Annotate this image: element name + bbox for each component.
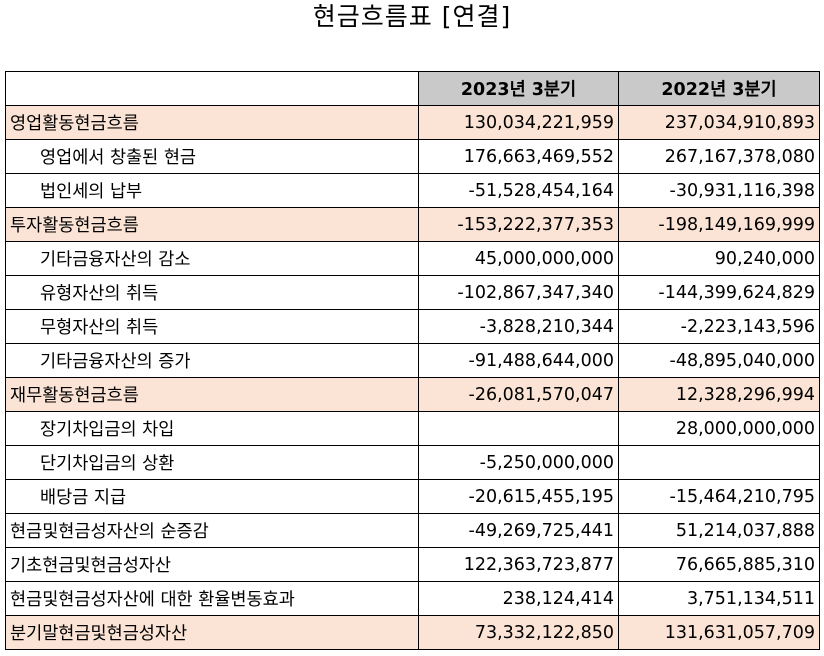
table-row: 유형자산의 취득 -102,867,347,340 -144,399,624,829	[5, 275, 820, 310]
table-row: 단기차입금의 상환 -5,250,000,000	[5, 445, 820, 480]
value-2023-q3: 122,363,723,877	[418, 547, 619, 582]
table-row: 배당금 지급 -20,615,455,195 -15,464,210,795	[5, 479, 820, 514]
value-2022-q3: 28,000,000,000	[618, 411, 820, 446]
value-2022-q3: -48,895,040,000	[618, 343, 820, 378]
table-header-row: 2023년 3분기 2022년 3분기	[5, 71, 820, 106]
value-2022-q3: 90,240,000	[618, 241, 820, 276]
value-2023-q3	[418, 411, 619, 446]
value-2023-q3: -26,081,570,047	[418, 377, 619, 412]
table-row: 현금및현금성자산의 순증감 -49,269,725,441 51,214,037,8…	[5, 513, 820, 548]
value-2023-q3: -3,828,210,344	[418, 309, 619, 344]
value-2022-q3: -198,149,169,999	[618, 207, 820, 242]
table-row: 기타금융자산의 감소 45,000,000,000 90,240,000	[5, 241, 820, 276]
value-2023-q3: 73,332,122,850	[418, 615, 619, 650]
row-label: 투자활동현금흐름	[5, 207, 419, 242]
table-row: 분기말현금및현금성자산 73,332,122,850 131,631,057,709	[5, 615, 820, 650]
row-label: 기타금융자산의 감소	[5, 241, 419, 276]
row-label: 유형자산의 취득	[5, 275, 419, 310]
table-row: 법인세의 납부 -51,528,454,164 -30,931,116,398	[5, 173, 820, 208]
value-2023-q3: -51,528,454,164	[418, 173, 619, 208]
value-2023-q3: -153,222,377,353	[418, 207, 619, 242]
value-2022-q3: -144,399,624,829	[618, 275, 820, 310]
table-row: 무형자산의 취득 -3,828,210,344 -2,223,143,596	[5, 309, 820, 344]
value-2022-q3: -15,464,210,795	[618, 479, 820, 514]
value-2022-q3: 267,167,378,080	[618, 139, 820, 174]
value-2022-q3: 51,214,037,888	[618, 513, 820, 548]
row-label: 기초현금및현금성자산	[5, 547, 419, 582]
row-label: 단기차입금의 상환	[5, 445, 419, 480]
row-label: 배당금 지급	[5, 479, 419, 514]
value-2023-q3: -49,269,725,441	[418, 513, 619, 548]
row-label: 장기차입금의 차입	[5, 411, 419, 446]
page-title: 현금흐름표 [연결]	[312, 2, 512, 31]
table-row: 영업에서 창출된 현금 176,663,469,552 267,167,378,08…	[5, 139, 820, 174]
table-row: 기타금융자산의 증가 -91,488,644,000 -48,895,040,000	[5, 343, 820, 378]
row-label: 무형자산의 취득	[5, 309, 419, 344]
value-2023-q3: -20,615,455,195	[418, 479, 619, 514]
table-row: 재무활동현금흐름 -26,081,570,047 12,328,296,994	[5, 377, 820, 412]
value-2022-q3: -30,931,116,398	[618, 173, 820, 208]
value-2023-q3: -91,488,644,000	[418, 343, 619, 378]
value-2022-q3: -2,223,143,596	[618, 309, 820, 344]
table-row: 장기차입금의 차입 28,000,000,000	[5, 411, 820, 446]
value-2023-q3: 130,034,221,959	[418, 105, 619, 140]
value-2023-q3: 176,663,469,552	[418, 139, 619, 174]
value-2022-q3: 76,665,885,310	[618, 547, 820, 582]
row-label: 법인세의 납부	[5, 173, 419, 208]
value-2022-q3: 131,631,057,709	[618, 615, 820, 650]
cash-flow-table: 2023년 3분기 2022년 3분기 영업활동현금흐름 130,034,221,…	[5, 71, 820, 650]
header-label-cell	[5, 71, 419, 106]
value-2023-q3: -102,867,347,340	[418, 275, 619, 310]
table-row: 기초현금및현금성자산 122,363,723,877 76,665,885,310	[5, 547, 820, 582]
value-2023-q3: 238,124,414	[418, 581, 619, 616]
row-label: 분기말현금및현금성자산	[5, 615, 419, 650]
value-2023-q3: -5,250,000,000	[418, 445, 619, 480]
row-label: 영업활동현금흐름	[5, 105, 419, 140]
row-label: 재무활동현금흐름	[5, 377, 419, 412]
value-2022-q3: 12,328,296,994	[618, 377, 820, 412]
table-row: 투자활동현금흐름 -153,222,377,353 -198,149,169,999	[5, 207, 820, 242]
row-label: 현금및현금성자산의 순증감	[5, 513, 419, 548]
value-2022-q3	[618, 445, 820, 480]
value-2022-q3: 3,751,134,511	[618, 581, 820, 616]
row-label: 영업에서 창출된 현금	[5, 139, 419, 174]
value-2022-q3: 237,034,910,893	[618, 105, 820, 140]
row-label: 기타금융자산의 증가	[5, 343, 419, 378]
column-header-2022-q3: 2022년 3분기	[618, 71, 820, 106]
value-2023-q3: 45,000,000,000	[418, 241, 619, 276]
table-row: 영업활동현금흐름 130,034,221,959 237,034,910,893	[5, 105, 820, 140]
table-row: 현금및현금성자산에 대한 환율변동효과 238,124,414 3,751,134,…	[5, 581, 820, 616]
column-header-2023-q3: 2023년 3분기	[418, 71, 619, 106]
row-label: 현금및현금성자산에 대한 환율변동효과	[5, 581, 419, 616]
